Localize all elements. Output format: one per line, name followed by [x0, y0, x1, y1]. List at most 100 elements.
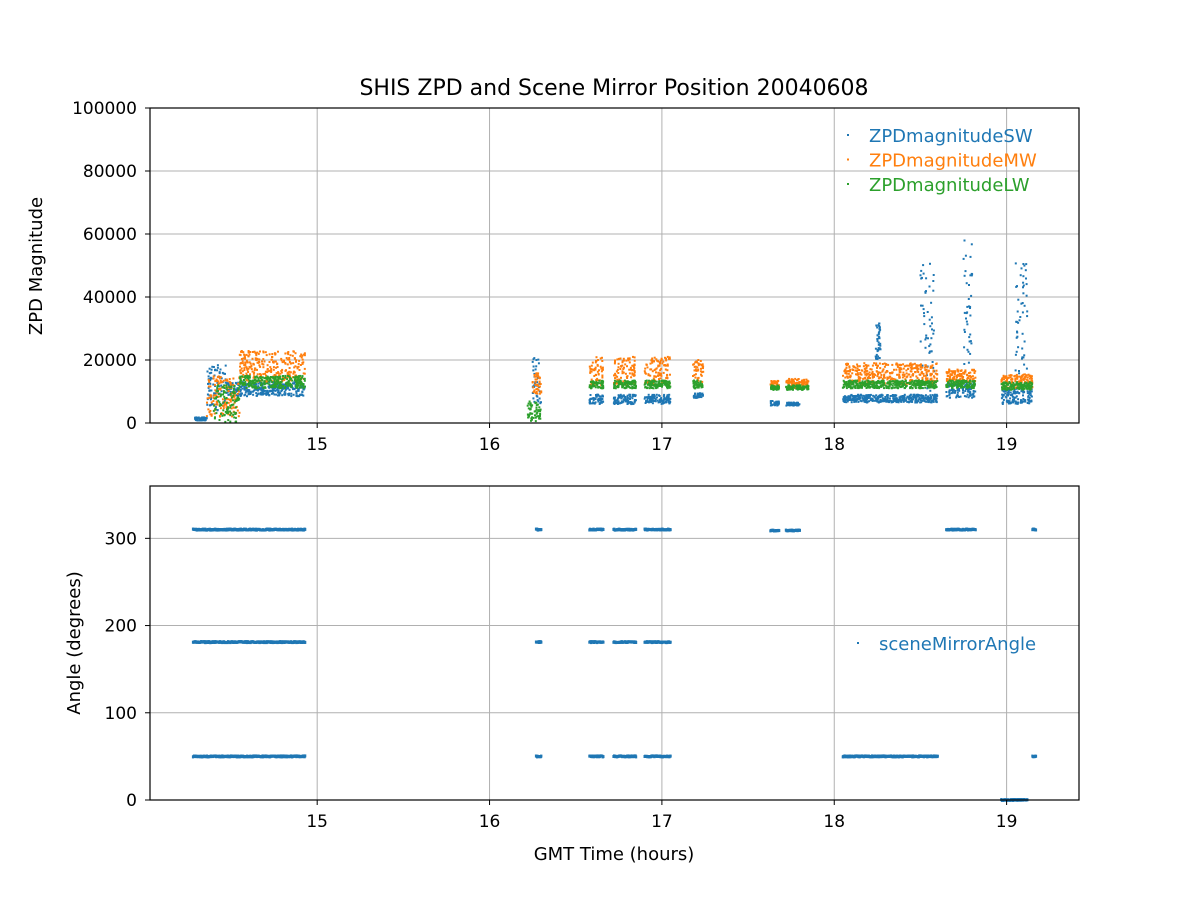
data-point: [972, 380, 975, 383]
data-point: [932, 289, 935, 292]
data-point: [1002, 394, 1005, 397]
data-point: [769, 404, 772, 407]
data-point: [790, 404, 793, 407]
data-point: [656, 386, 659, 389]
data-point: [273, 393, 276, 396]
data-point: [657, 385, 660, 387]
data-point: [802, 382, 805, 385]
data-point: [932, 386, 935, 389]
data-point: [616, 375, 619, 378]
data-point: [655, 380, 658, 383]
data-point: [540, 390, 543, 393]
data-point: [276, 379, 279, 382]
data-point: [927, 401, 930, 404]
data-point: [256, 351, 259, 354]
data-point: [903, 373, 906, 376]
data-point: [223, 387, 226, 389]
data-point: [1017, 387, 1020, 390]
data-point: [697, 381, 700, 384]
data-point: [899, 382, 902, 385]
data-point: [776, 381, 779, 384]
data-point: [262, 363, 265, 366]
data-point: [1011, 388, 1014, 391]
data-point: [617, 380, 620, 383]
data-point: [299, 374, 302, 377]
data-point: [878, 362, 881, 365]
data-point: [906, 395, 909, 398]
data-point: [869, 399, 872, 401]
data-point: [922, 264, 925, 267]
data-point: [602, 387, 605, 389]
data-point: [853, 380, 856, 382]
data-point: [589, 381, 592, 383]
data-point: [972, 377, 975, 380]
data-point: [227, 411, 230, 414]
data-point: [1007, 376, 1010, 379]
data-point: [208, 380, 211, 383]
data-point: [613, 400, 616, 403]
data-point: [923, 323, 926, 326]
data-point: [271, 391, 274, 393]
data-point: [241, 384, 244, 387]
data-point: [664, 356, 666, 359]
data-point: [910, 385, 913, 388]
data-point: [789, 381, 792, 383]
data-point: [1022, 275, 1025, 278]
data-point: [857, 384, 860, 387]
data-point: [1015, 336, 1018, 339]
data-point: [287, 387, 290, 390]
data-point: [959, 395, 962, 398]
data-point: [633, 363, 636, 366]
data-point: [300, 393, 303, 396]
data-point: [591, 361, 594, 364]
data-point: [210, 389, 213, 392]
data-point: [264, 372, 266, 375]
data-point: [236, 399, 239, 402]
data-point: [898, 363, 901, 366]
data-point: [855, 373, 857, 376]
data-point: [770, 380, 773, 383]
data-point: [233, 385, 236, 387]
data-point: [913, 383, 916, 386]
data-point: [896, 399, 899, 402]
data-point: [887, 363, 890, 366]
data-point: [953, 384, 956, 387]
data-point: [264, 351, 267, 354]
data-point: [965, 320, 968, 323]
data-point: [798, 381, 801, 384]
data-point: [262, 373, 265, 376]
data-point: [535, 378, 538, 381]
data-point: [923, 366, 926, 369]
data-point: [260, 381, 263, 384]
data-point: [958, 372, 961, 375]
data-point: [276, 362, 279, 365]
data-point: [842, 398, 845, 401]
data-point: [293, 388, 296, 390]
data-point: [666, 382, 669, 385]
data-point: [218, 404, 221, 407]
data-point: [930, 350, 933, 353]
data-point: [621, 364, 624, 367]
data-point: [858, 398, 861, 401]
data-point: [659, 372, 662, 375]
data-point: [536, 411, 539, 414]
data-point: [624, 372, 627, 375]
data-point: [1010, 377, 1013, 380]
data-point: [930, 383, 933, 386]
data-point: [625, 386, 628, 389]
data-point: [276, 366, 279, 368]
data-point: [1008, 374, 1011, 377]
data-point: [617, 402, 619, 405]
data-point: [1022, 400, 1025, 403]
data-point: [270, 371, 273, 373]
data-point: [953, 378, 956, 381]
data-point: [921, 304, 924, 307]
data-point: [935, 400, 938, 403]
data-point: [910, 368, 913, 371]
data-point: [595, 356, 598, 359]
data-point: [785, 381, 788, 384]
data-point: [695, 360, 698, 363]
data-point: [269, 385, 272, 388]
data-point: [798, 386, 801, 389]
data-point: [223, 384, 226, 387]
